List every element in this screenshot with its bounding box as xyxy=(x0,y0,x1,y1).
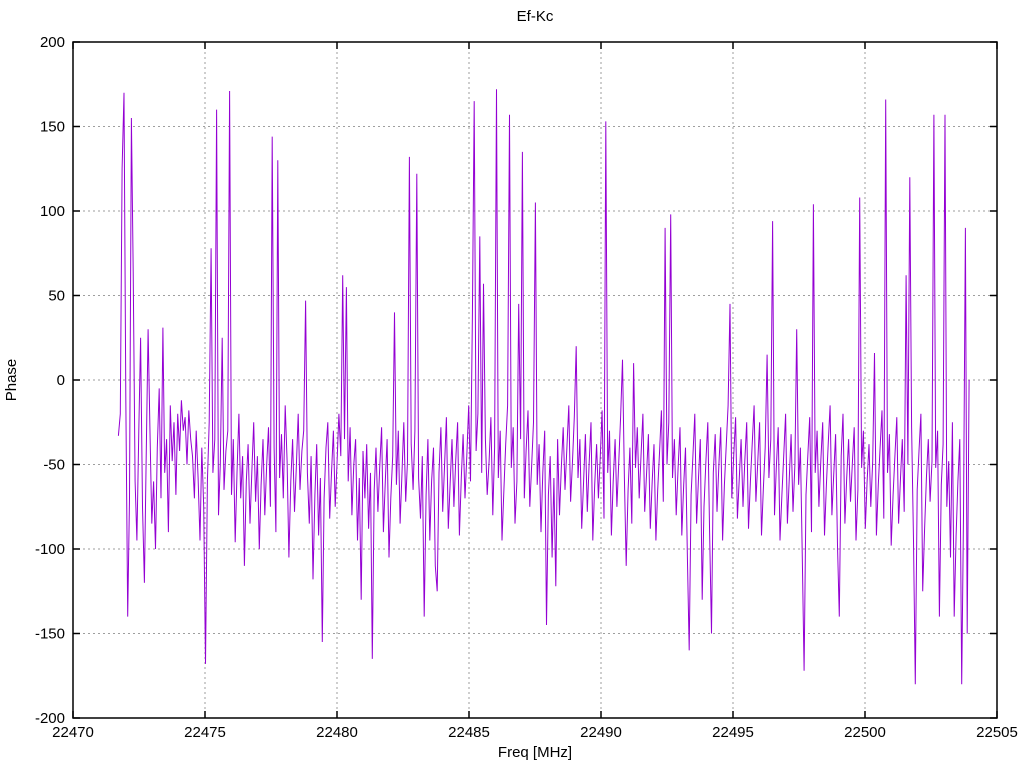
x-tick-label: 22475 xyxy=(184,724,226,741)
y-tick-label: -150 xyxy=(35,626,65,643)
y-tick-labels: -200 -150 -100 -50 0 50 100 150 200 xyxy=(35,34,65,727)
y-tick-label: 100 xyxy=(40,203,65,220)
y-tick-label: -50 xyxy=(43,457,65,474)
x-axis-label: Freq [MHz] xyxy=(498,744,572,761)
x-tick-label: 22470 xyxy=(52,724,94,741)
x-tick-label: 22480 xyxy=(316,724,358,741)
y-tick-label: 200 xyxy=(40,34,65,51)
x-tick-label: 22500 xyxy=(844,724,886,741)
chart-title: Ef-Kc xyxy=(517,8,554,25)
y-tick-label: -100 xyxy=(35,541,65,558)
y-tick-label: 150 xyxy=(40,119,65,136)
y-tick-label: 50 xyxy=(48,288,65,305)
x-tick-label: 22490 xyxy=(580,724,622,741)
y-tick-label: -200 xyxy=(35,710,65,727)
x-tick-label: 22485 xyxy=(448,724,490,741)
axis-ticks xyxy=(72,41,998,719)
y-tick-label: 0 xyxy=(57,372,65,389)
phase-trace xyxy=(117,89,970,685)
x-tick-label: 22495 xyxy=(712,724,754,741)
x-tick-label: 22505 xyxy=(976,724,1018,741)
x-tick-labels: 22470 22475 22480 22485 22490 22495 22500 22505 xyxy=(52,724,1018,741)
y-axis-label: Phase xyxy=(3,359,20,402)
